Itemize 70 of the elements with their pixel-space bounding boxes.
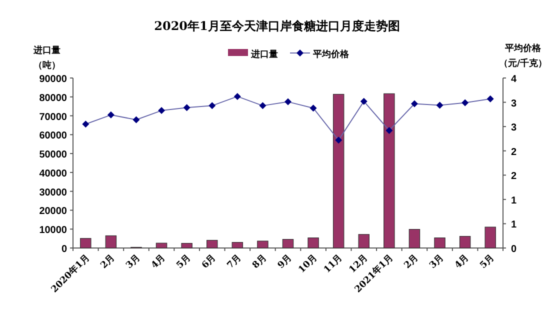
y2-tick-label: 0 — [511, 244, 517, 255]
chart-title: 2020年1月至今天津口岸食糖进口月度走势图 — [154, 19, 400, 33]
point — [234, 92, 241, 100]
point — [335, 136, 342, 144]
y-tick-label: 60000 — [39, 130, 68, 142]
point — [82, 120, 90, 128]
point — [208, 102, 216, 110]
x-tick-label: 6月 — [200, 252, 218, 271]
bar — [308, 238, 319, 248]
bar — [206, 240, 218, 248]
y-tick-label: 0 — [61, 244, 68, 255]
point — [158, 107, 166, 114]
point — [436, 102, 444, 109]
bar — [384, 93, 395, 248]
bar — [358, 234, 370, 248]
y-axis-title: 进口量（吨） — [32, 45, 60, 71]
x-tick-label: 3月 — [124, 252, 142, 271]
bar — [282, 239, 294, 248]
bar — [181, 242, 192, 248]
bar — [232, 242, 244, 248]
bar — [484, 226, 496, 248]
x-tick-label: 3月 — [427, 252, 446, 271]
point — [386, 126, 393, 134]
bar — [408, 229, 420, 248]
y-tick-label: 30000 — [39, 187, 68, 198]
point — [486, 95, 494, 102]
x-tick-label: 4月 — [452, 252, 472, 271]
y2-tick-label: 3 — [511, 122, 517, 134]
x-tick-label: 2月 — [402, 252, 421, 271]
point — [259, 102, 266, 110]
y2-tick-label: 1 — [511, 195, 517, 206]
bar — [156, 242, 168, 248]
y-tick-label: 20000 — [39, 206, 68, 218]
x-tick-label: 7月 — [224, 252, 244, 271]
y2-tick-label: 2 — [511, 171, 517, 182]
legend-label: 进口量 — [250, 49, 278, 60]
point — [132, 116, 140, 124]
x-tick-label: 5月 — [174, 252, 193, 271]
bar — [332, 94, 344, 248]
y2-axis-title: 平均价格（元/千克） — [498, 43, 548, 69]
bar — [105, 235, 117, 248]
y2-tick-label: 2 — [511, 146, 517, 158]
legend-label: 平均价格 — [312, 49, 350, 60]
y2-tick-label: 3 — [511, 98, 517, 110]
x-tick-label: 11月 — [322, 252, 345, 276]
bar — [257, 240, 268, 248]
x-tick-label: 8月 — [250, 252, 269, 271]
point — [183, 104, 190, 112]
x-tick-label: 10月 — [296, 252, 320, 276]
bar — [459, 236, 471, 248]
point — [107, 111, 114, 118]
x-tick-label: 2月 — [98, 252, 118, 271]
y-tick-label: 90000 — [39, 74, 68, 85]
bar — [434, 238, 446, 248]
point — [410, 100, 418, 108]
bar — [80, 238, 92, 248]
y2-tick-label: 1 — [511, 220, 517, 231]
x-tick-label: 5月 — [478, 252, 496, 271]
y-tick-label: 70000 — [39, 112, 68, 123]
point — [360, 98, 368, 105]
y-tick-label: 50000 — [39, 150, 68, 161]
y-tick-label: 10000 — [39, 225, 68, 236]
point — [284, 98, 292, 106]
y-tick-label: 40000 — [39, 168, 68, 180]
y-tick-label: 80000 — [39, 92, 68, 104]
y2-tick-label: 4 — [511, 74, 517, 85]
x-tick-label: 4月 — [149, 252, 168, 271]
point — [462, 99, 469, 106]
x-tick-label: 9月 — [276, 252, 294, 271]
point — [310, 104, 317, 112]
